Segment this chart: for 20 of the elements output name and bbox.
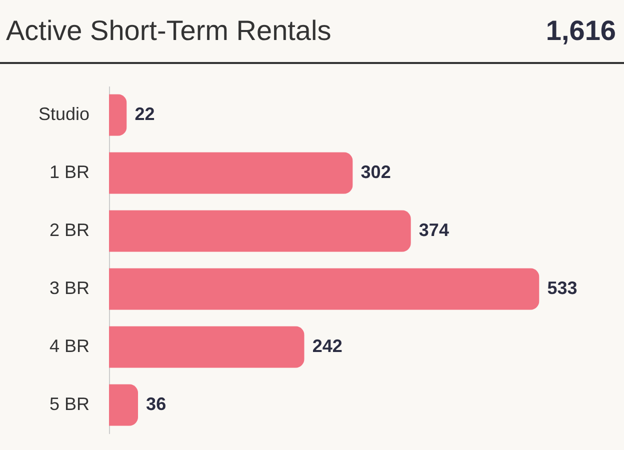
y-tick-label: Studio bbox=[38, 104, 90, 124]
y-tick-label: 1 BR bbox=[49, 162, 90, 182]
y-tick-label: 3 BR bbox=[49, 278, 90, 298]
data-label: 533 bbox=[547, 278, 578, 298]
bar bbox=[109, 210, 411, 252]
bar bbox=[109, 326, 304, 368]
data-label: 302 bbox=[360, 162, 391, 182]
bar bbox=[109, 268, 540, 310]
bar bbox=[109, 94, 127, 136]
text: 1,616 bbox=[546, 15, 616, 47]
bar bbox=[109, 384, 138, 426]
y-tick-label: 5 BR bbox=[49, 394, 90, 414]
data-label: 374 bbox=[418, 220, 449, 240]
data-label: 22 bbox=[134, 104, 155, 124]
y-tick-label: 2 BR bbox=[49, 220, 90, 240]
bar bbox=[109, 152, 353, 194]
data-label: 36 bbox=[146, 394, 166, 414]
data-label: 242 bbox=[312, 336, 342, 356]
y-tick-label: 4 BR bbox=[49, 336, 90, 356]
chart-title: Active Short-Term Rentals bbox=[6, 15, 332, 47]
